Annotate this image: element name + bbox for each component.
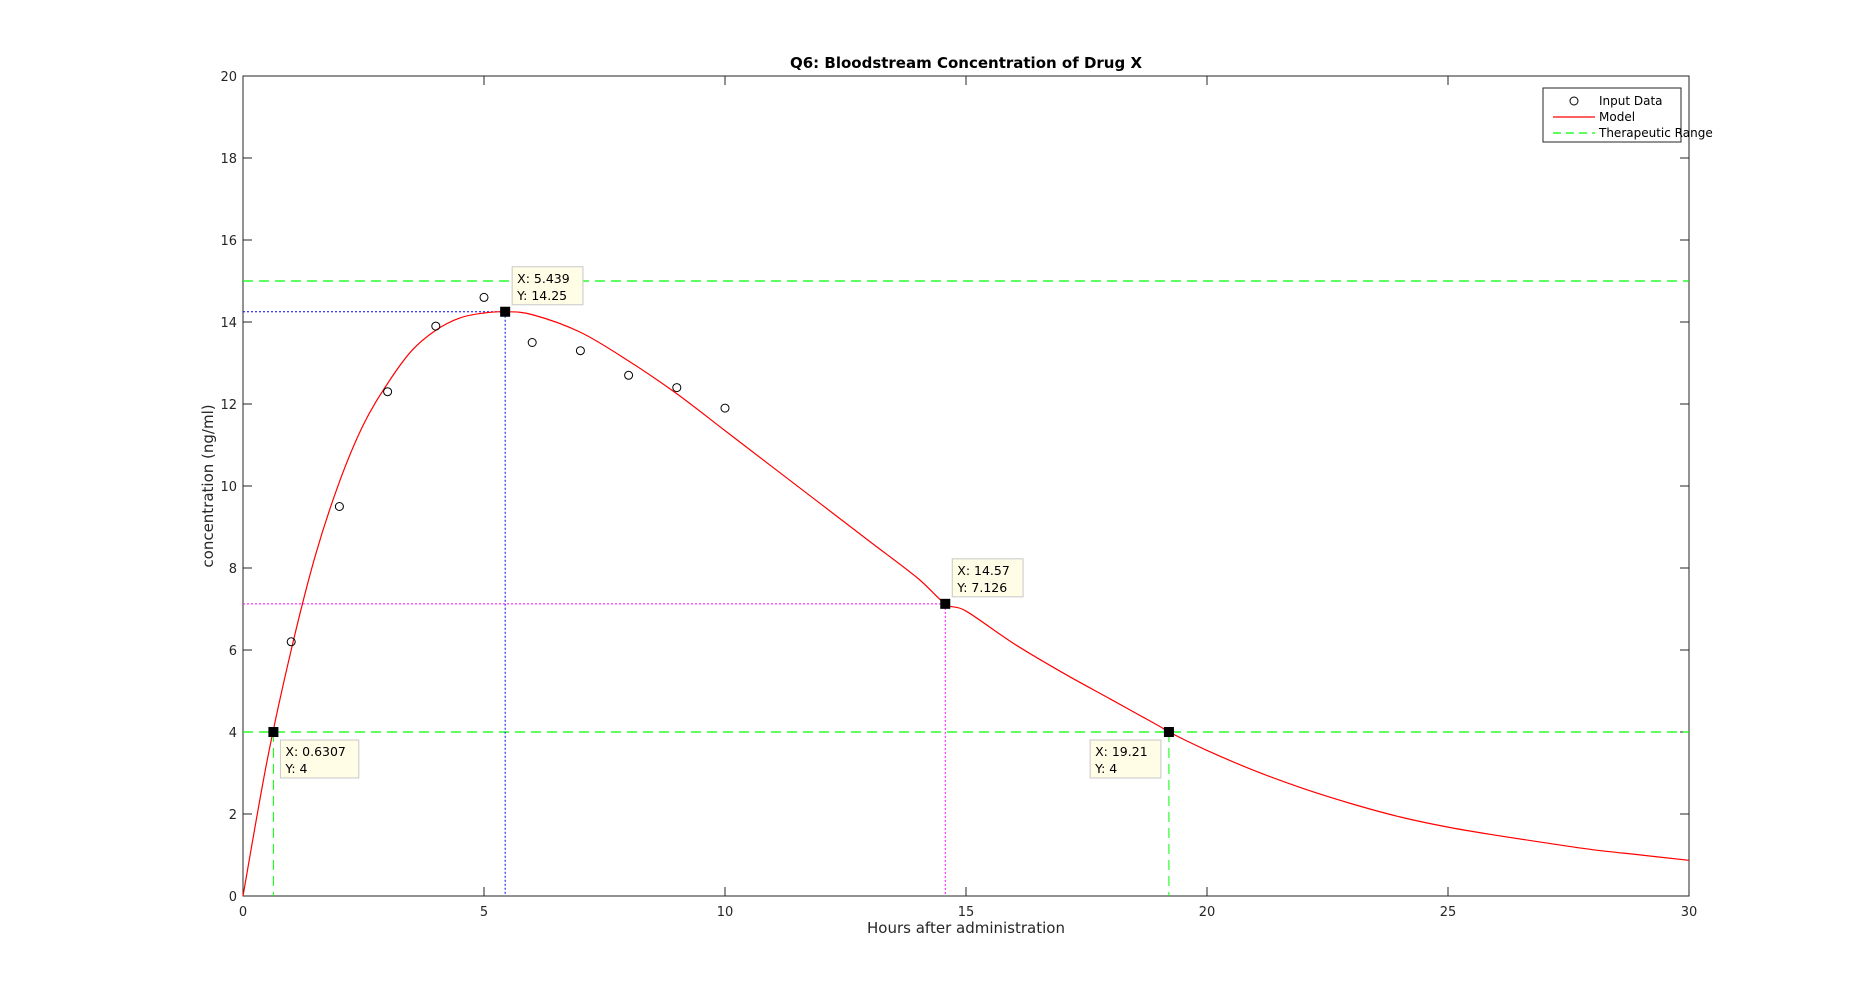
datatip: X: 0.6307 Y: 4 xyxy=(279,739,360,779)
model-curve xyxy=(242,311,1690,897)
input-data-point xyxy=(286,637,296,647)
x-tick-label: 30 xyxy=(1681,905,1698,920)
input-data-point xyxy=(383,387,393,397)
datatip-y-label: Y: 4 xyxy=(284,761,307,776)
datatip: X: 5.439 Y: 14.25 xyxy=(511,266,584,306)
x-tick-label: 25 xyxy=(1440,905,1457,920)
datatip: X: 14.57 Y: 7.126 xyxy=(951,558,1024,598)
y-tick-label: 4 xyxy=(229,726,237,741)
y-tick-label: 8 xyxy=(229,562,237,577)
input-data-point xyxy=(575,346,585,356)
legend-label: Input Data xyxy=(1599,94,1663,108)
x-tick-label: 15 xyxy=(958,905,975,920)
x-tick-label: 5 xyxy=(480,905,488,920)
input-data-point xyxy=(720,403,730,413)
input-data-point xyxy=(527,338,537,347)
datatip-box xyxy=(1089,739,1162,779)
y-tick-label: 14 xyxy=(220,316,237,331)
input-data-point xyxy=(479,292,489,302)
x-tick-label: 10 xyxy=(717,905,734,920)
datatip-y-label: Y: 14.25 xyxy=(516,288,567,303)
datatip-x-label: X: 19.21 xyxy=(1095,744,1148,759)
datatip-marker xyxy=(268,727,279,737)
input-data-point xyxy=(431,321,441,331)
datatip-x-label: X: 5.439 xyxy=(517,271,570,286)
input-data-point xyxy=(624,370,634,380)
datatip-box xyxy=(511,266,584,306)
legend-label: Model xyxy=(1599,110,1635,124)
y-tick-label: 10 xyxy=(220,480,237,495)
axes-box xyxy=(242,75,1690,897)
y-tick-label: 12 xyxy=(220,398,237,413)
input-data-point xyxy=(672,383,682,393)
y-axis-label: concentration (ng/ml) xyxy=(199,404,217,567)
y-tick-label: 2 xyxy=(229,808,237,823)
datatip-marker xyxy=(500,306,511,317)
legend: Input Data Model Therapeutic Range xyxy=(1542,87,1713,143)
y-tick-label: 20 xyxy=(220,70,237,85)
datatip-marker xyxy=(940,598,951,609)
y-tick-label: 0 xyxy=(229,890,237,905)
datatip: X: 19.21 Y: 4 xyxy=(1089,739,1162,779)
datatip-y-label: Y: 4 xyxy=(1094,761,1117,776)
x-tick-label: 20 xyxy=(1199,905,1216,920)
datatip-x-label: X: 0.6307 xyxy=(285,744,346,759)
legend-marker-input-data xyxy=(1569,96,1579,106)
y-tick-label: 6 xyxy=(229,644,237,659)
datatip-x-label: X: 14.57 xyxy=(957,563,1010,578)
y-tick-label: 18 xyxy=(220,152,237,167)
legend-label: Therapeutic Range xyxy=(1598,126,1713,140)
input-data-point xyxy=(334,502,344,511)
datatip-marker xyxy=(1163,727,1174,737)
datatip-y-label: Y: 7.126 xyxy=(956,580,1007,595)
chart-title: Q6: Bloodstream Concentration of Drug X xyxy=(790,54,1142,72)
datatip-box xyxy=(951,558,1024,598)
x-axis-label: Hours after administration xyxy=(867,919,1065,937)
plot-area: 0 5 10 15 20 25 30 0 2 4 6 8 10 12 14 16 18 20 X: 0.6307 Y:… xyxy=(220,70,1697,920)
datatip-box xyxy=(279,739,360,779)
y-tick-label: 16 xyxy=(220,234,237,249)
x-tick-label: 0 xyxy=(239,905,247,920)
